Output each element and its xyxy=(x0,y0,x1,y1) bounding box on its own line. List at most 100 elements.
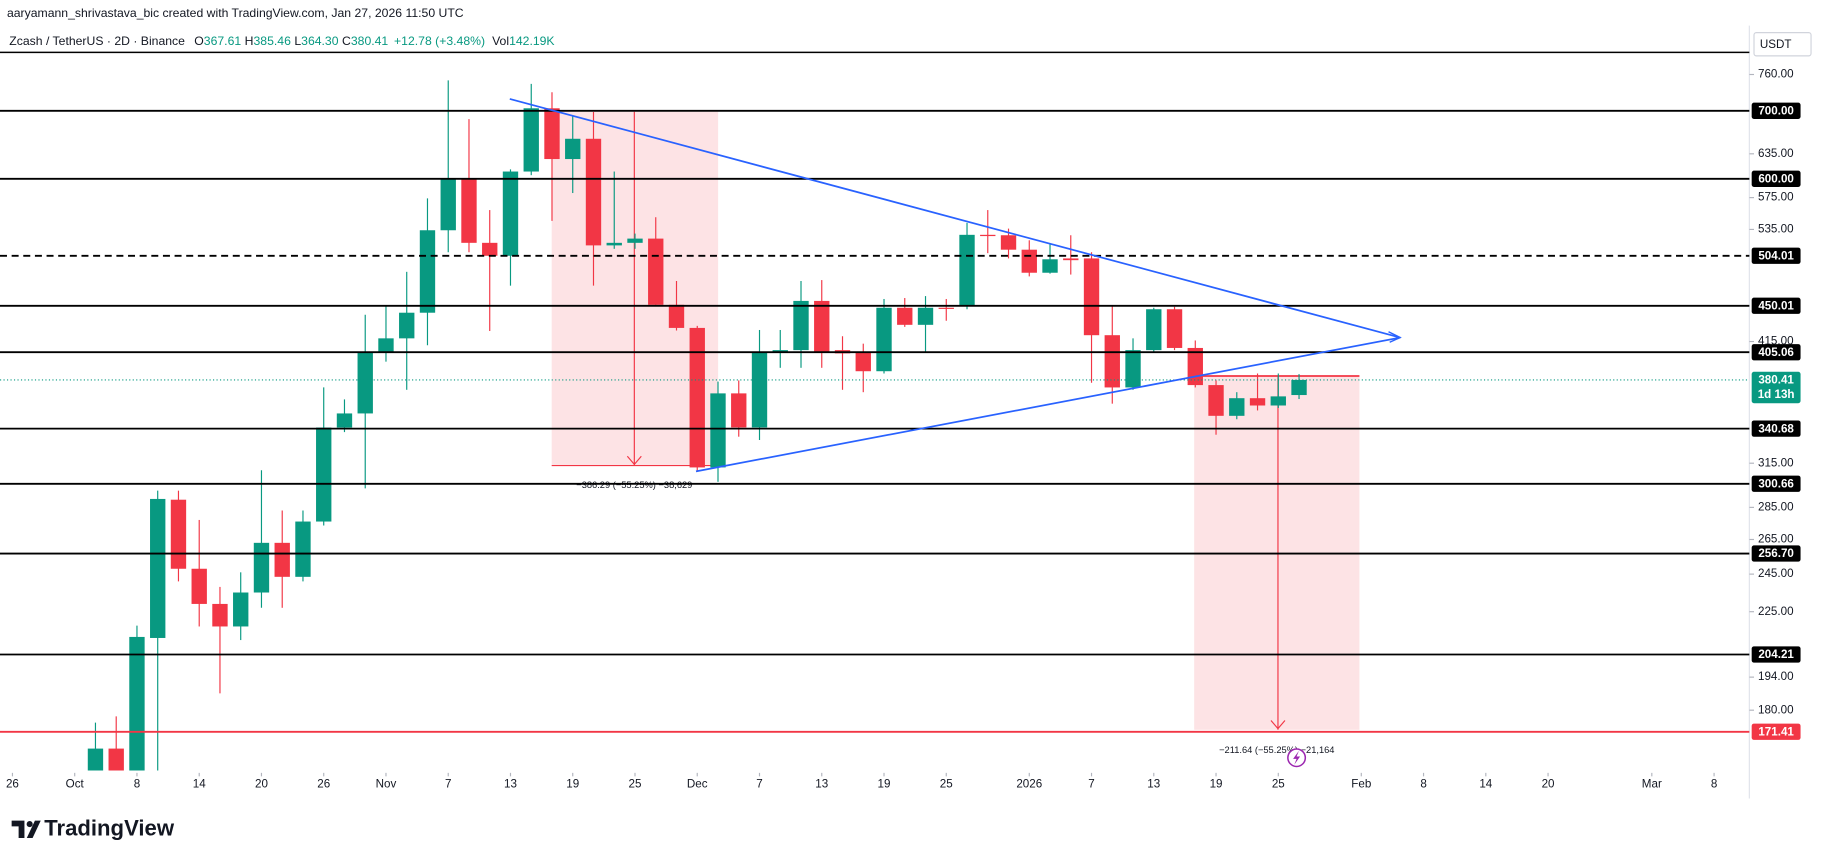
candle-body xyxy=(1270,396,1286,406)
candle-body xyxy=(170,499,187,569)
legend-row: Zcash / TetherUS · 2D · Binance O 367.61 H 3… xyxy=(9,34,555,48)
candle-body xyxy=(108,748,124,771)
candle-body xyxy=(565,138,581,160)
candle-body xyxy=(129,636,145,771)
candle-body xyxy=(1146,309,1162,351)
candle-body xyxy=(191,568,207,604)
candle-body xyxy=(606,242,622,246)
candle-body xyxy=(938,307,954,309)
x-tick-label: 20 xyxy=(1542,778,1555,791)
x-tick-label: 25 xyxy=(1272,778,1285,791)
candle-body xyxy=(295,521,311,577)
x-tick-label: 7 xyxy=(1088,778,1094,791)
x-tick-label: Dec xyxy=(687,778,708,791)
candle-body xyxy=(253,542,270,593)
candle-body xyxy=(1229,398,1245,416)
x-tick-label: 26 xyxy=(317,778,330,791)
y-tick-label: 180.00 xyxy=(1758,703,1794,716)
trendline xyxy=(509,98,1401,339)
candle-body xyxy=(585,138,602,246)
candle-body xyxy=(917,307,934,325)
candle-body xyxy=(1021,249,1037,273)
candle-body xyxy=(710,393,726,468)
candle-body xyxy=(523,108,539,172)
last-price-label: 380.41 xyxy=(1758,374,1794,387)
candle-body xyxy=(233,592,249,627)
x-tick-label: 13 xyxy=(1147,778,1160,791)
y-tick-label: 635.00 xyxy=(1758,147,1794,160)
x-tick-label: 8 xyxy=(134,778,140,791)
candle-body xyxy=(1063,258,1079,261)
level-label: 405.06 xyxy=(1758,346,1794,359)
x-tick-label: Oct xyxy=(66,778,85,791)
candle-body xyxy=(980,234,996,237)
candle-body xyxy=(751,352,768,428)
candle-body xyxy=(212,603,228,627)
x-tick-label: 7 xyxy=(756,778,762,791)
candle-body xyxy=(668,304,685,328)
x-tick-label: 19 xyxy=(1210,778,1223,791)
level-tag xyxy=(1751,475,1801,492)
candle-body xyxy=(1125,350,1141,388)
level-tag xyxy=(1751,170,1801,187)
x-tick-label: 25 xyxy=(940,778,953,791)
candles xyxy=(87,80,1307,771)
candle-body xyxy=(814,300,830,353)
candle-body xyxy=(689,327,705,468)
candle-body xyxy=(855,352,871,372)
x-tick-label: 13 xyxy=(504,778,517,791)
level-label: 450.01 xyxy=(1758,299,1794,312)
y-tick-label: 194.00 xyxy=(1758,670,1794,683)
level-label: 204.21 xyxy=(1758,648,1794,661)
legend-key: O xyxy=(194,34,204,48)
candle-body xyxy=(482,242,498,256)
x-tick-label: 26 xyxy=(6,778,19,791)
legend-key: H xyxy=(245,34,254,48)
x-tick-label: 20 xyxy=(255,778,268,791)
legend-value: 380.41 xyxy=(351,34,389,48)
candle-body xyxy=(1291,379,1307,396)
candle-body xyxy=(502,171,519,256)
candle-body xyxy=(336,413,353,428)
candle-body xyxy=(897,307,913,325)
level-label: 340.68 xyxy=(1758,422,1794,435)
currency-box xyxy=(1753,32,1812,57)
candle-body xyxy=(150,498,166,638)
level-tag xyxy=(1751,545,1801,562)
candle-body xyxy=(1249,398,1266,406)
event-bolt xyxy=(1293,750,1301,765)
y-tick-label: 575.00 xyxy=(1758,191,1794,204)
x-tick-label: 7 xyxy=(445,778,451,791)
level-tag xyxy=(1751,297,1801,314)
legend-key: Vol xyxy=(492,34,509,48)
level-label: 256.70 xyxy=(1758,547,1794,560)
candle-body xyxy=(1104,335,1120,388)
currency: USDT xyxy=(1760,38,1792,51)
candle-body xyxy=(1166,309,1183,348)
x-tick-label: 14 xyxy=(193,778,206,791)
candle-body xyxy=(274,542,290,577)
trendline xyxy=(695,336,1401,473)
level-tag xyxy=(1751,723,1801,740)
candle-body xyxy=(1000,235,1017,250)
symbol-title: Zcash / TetherUS · 2D · Binance xyxy=(9,34,185,48)
measure-arrow-head xyxy=(1270,720,1286,730)
x-tick-label: 2026 xyxy=(1016,778,1042,791)
measure-label: −211.64 (−55.25%) −21,164 xyxy=(1219,745,1334,755)
candle-body xyxy=(648,238,664,305)
candle-body xyxy=(627,238,643,243)
x-tick-label: 8 xyxy=(1711,778,1717,791)
measure-label: −386.29 (−55.25%) −38,629 xyxy=(576,480,692,490)
measure-arrow-head xyxy=(626,455,642,466)
level-label: 700.00 xyxy=(1758,104,1794,117)
level-label: 600.00 xyxy=(1758,172,1794,185)
level-label: 504.01 xyxy=(1758,249,1794,262)
level-tag xyxy=(1751,420,1801,437)
candle-body xyxy=(1083,258,1100,336)
countdown: 1d 13h xyxy=(1758,388,1795,401)
y-tick-label: 225.00 xyxy=(1758,605,1794,618)
level-tag xyxy=(1751,646,1801,663)
y-tick-label: 245.00 xyxy=(1758,567,1794,580)
candle-body xyxy=(1042,259,1058,273)
level-label: 300.66 xyxy=(1758,477,1794,490)
